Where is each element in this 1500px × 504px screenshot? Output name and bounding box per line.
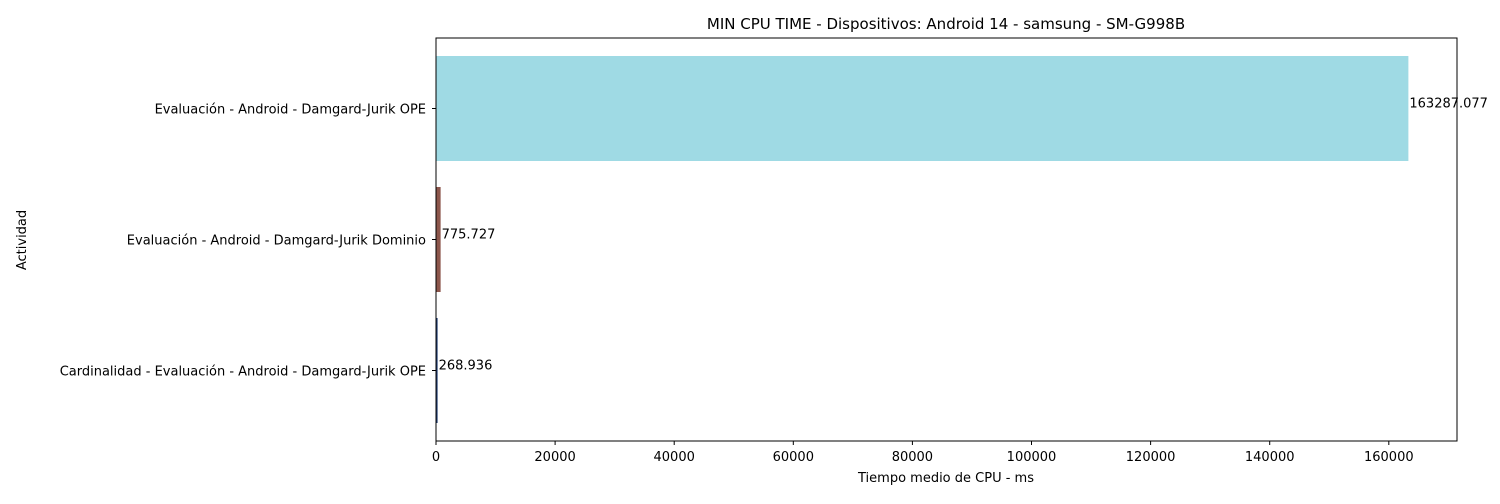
x-tick-label: 0 <box>432 450 440 465</box>
chart-title: MIN CPU TIME - Dispositivos: Android 14 … <box>707 15 1185 33</box>
y-tick-label: Evaluación - Android - Damgard-Jurik OPE <box>155 103 426 118</box>
y-axis-label: Actividad <box>15 210 30 270</box>
plot-frame <box>435 37 1458 442</box>
x-tick-label: 60000 <box>773 450 814 465</box>
bar <box>436 318 438 423</box>
bar-value-label: 268.936 <box>439 359 493 374</box>
bar <box>436 56 1409 161</box>
y-axis-ticks: Evaluación - Android - Damgard-Jurik OPE… <box>60 103 436 380</box>
x-tick-label: 160000 <box>1364 450 1414 465</box>
x-tick-label: 140000 <box>1245 450 1295 465</box>
y-tick-label: Evaluación - Android - Damgard-Jurik Dom… <box>127 234 426 249</box>
x-axis-label: Tiempo medio de CPU - ms <box>857 471 1034 486</box>
bar <box>436 187 441 292</box>
x-tick-label: 100000 <box>1007 450 1057 465</box>
value-labels-layer: 163287.077 775.727 268.936 <box>439 97 1488 374</box>
x-axis-ticks: 0 20000 40000 60000 80000 100000 120000 140000 1… <box>432 441 1414 465</box>
x-tick-label: 120000 <box>1126 450 1176 465</box>
x-tick-label: 80000 <box>892 450 933 465</box>
bar-value-label: 163287.077 <box>1409 97 1488 112</box>
x-tick-label: 20000 <box>534 450 575 465</box>
bars-layer <box>436 56 1409 423</box>
bar-value-label: 775.727 <box>442 228 496 243</box>
x-tick-label: 40000 <box>654 450 695 465</box>
y-tick-label: Cardinalidad - Evaluación - Android - Da… <box>60 365 426 380</box>
